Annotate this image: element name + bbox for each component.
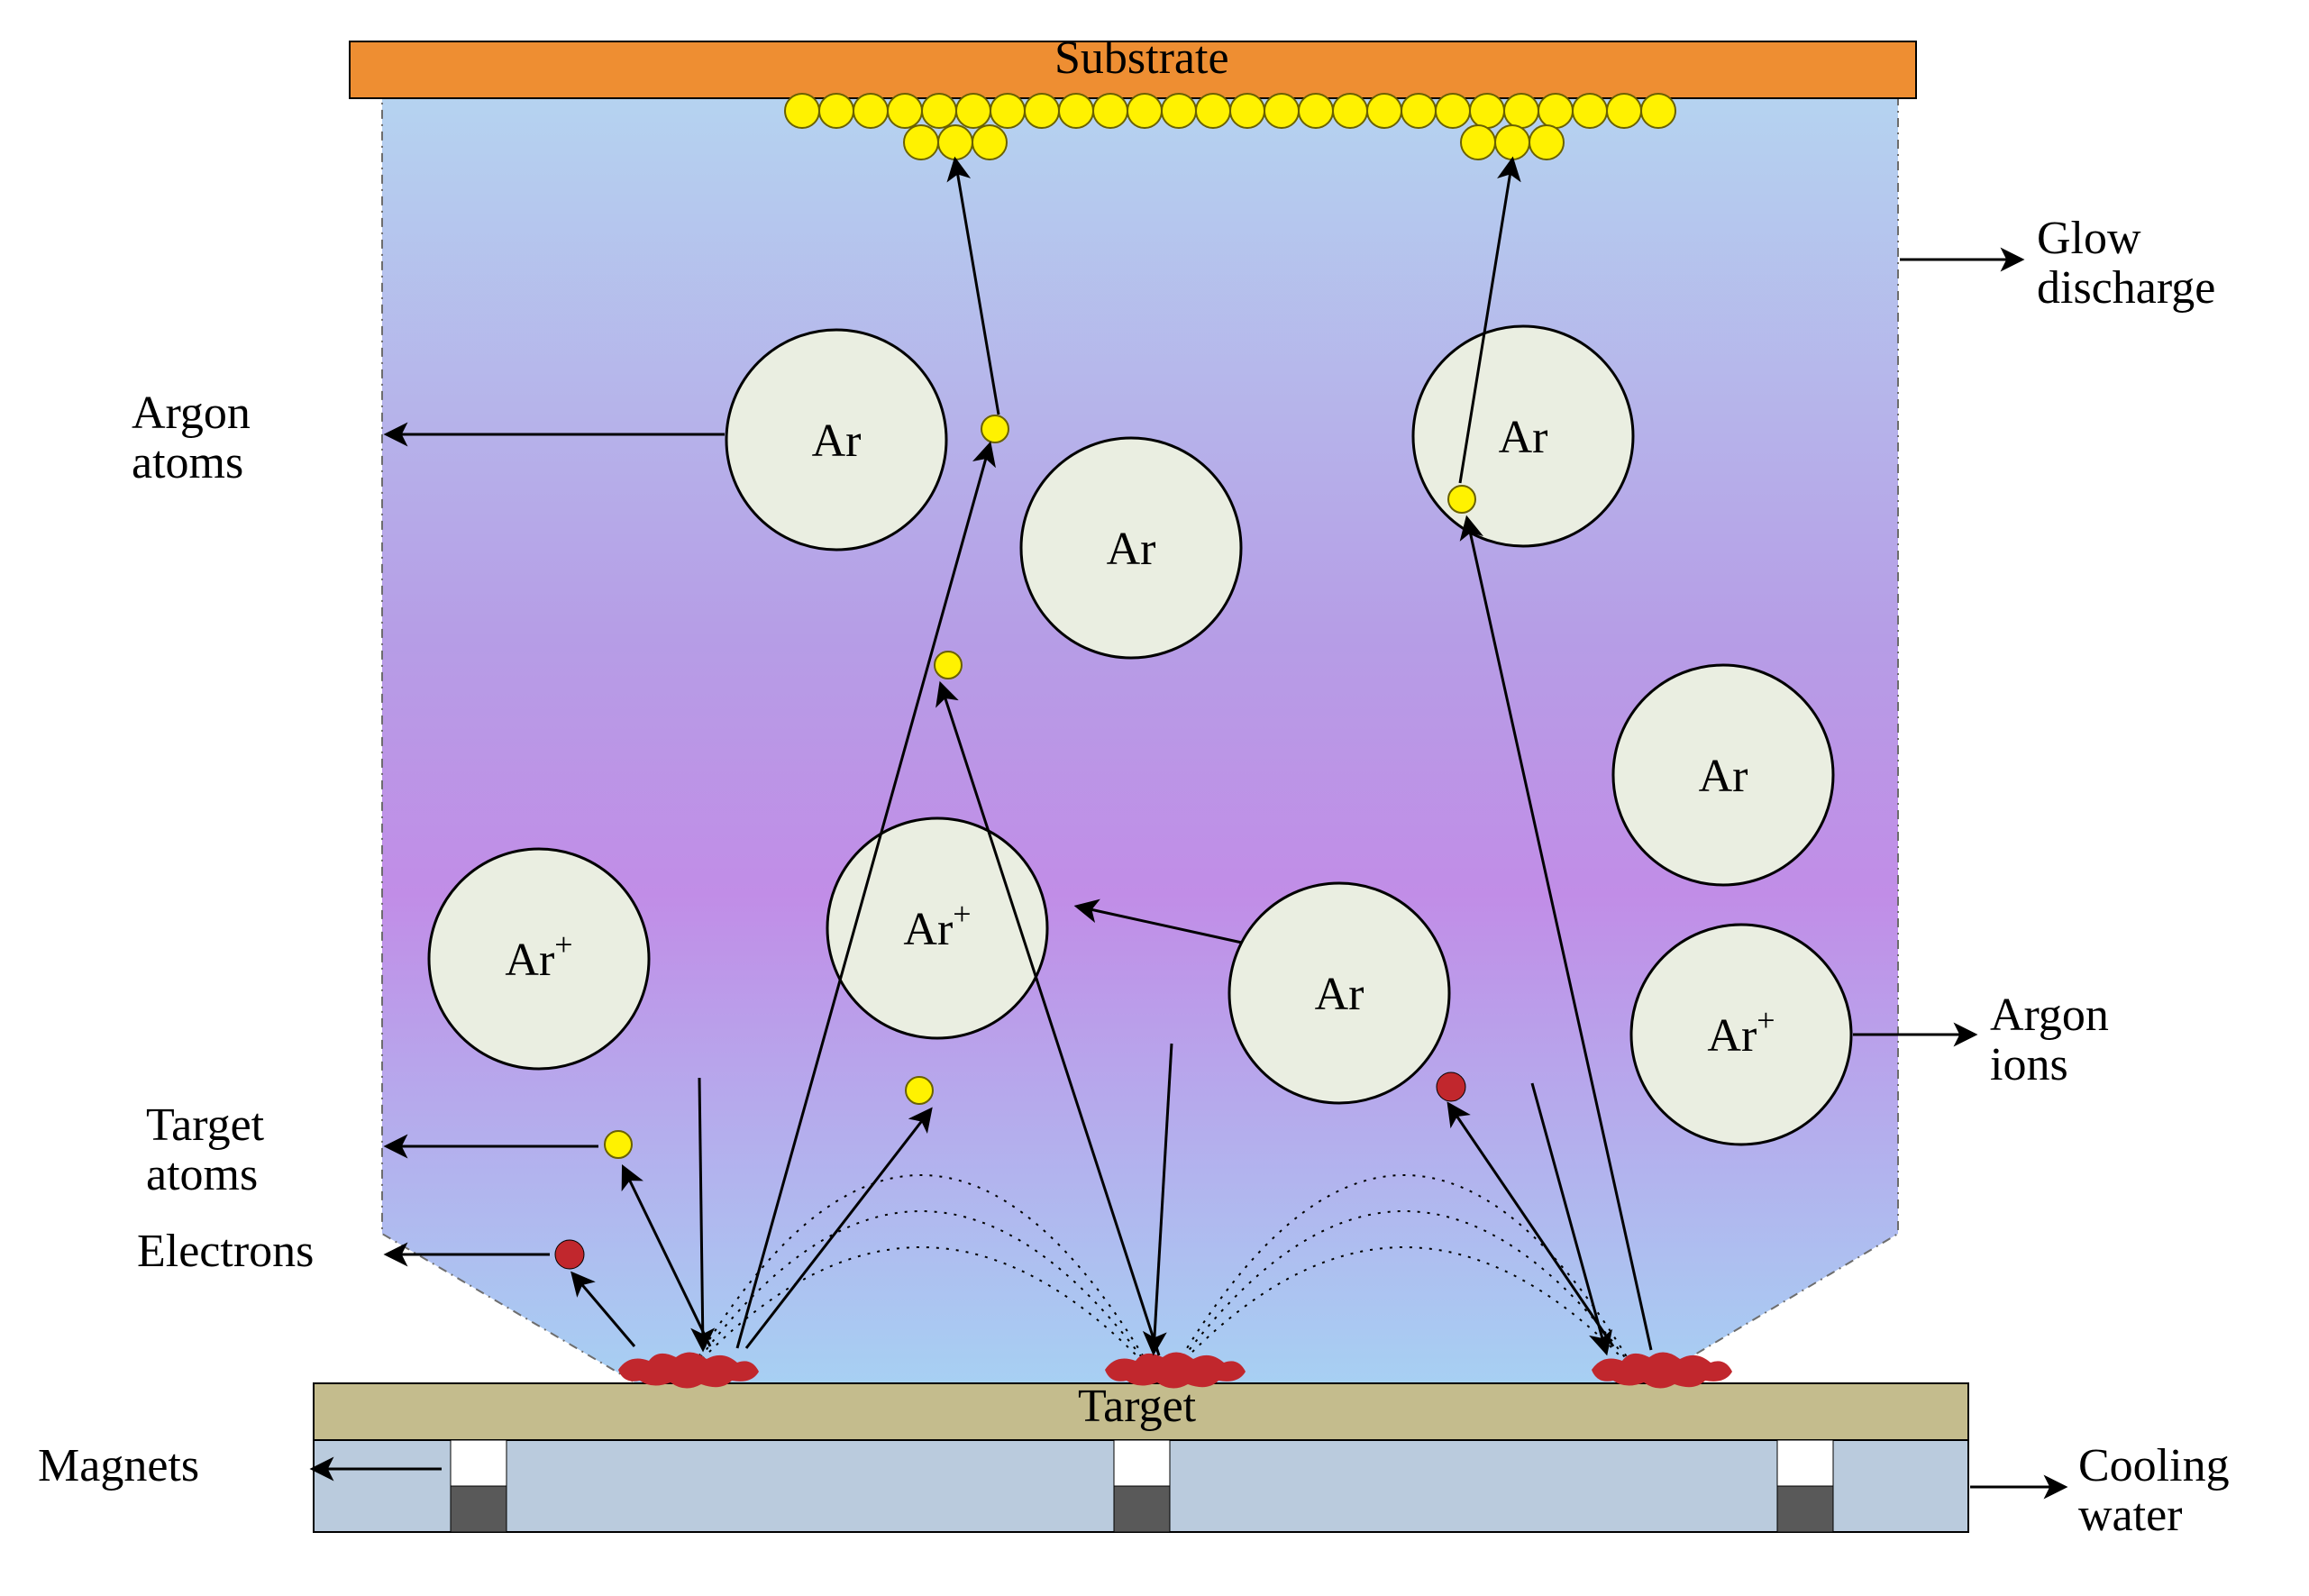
argon-atom-text: Ar <box>1499 412 1548 463</box>
deposited-atom <box>1264 94 1299 128</box>
deposited-atom <box>904 125 938 160</box>
deposited-atom <box>1299 94 1333 128</box>
deposited-atom <box>853 94 888 128</box>
deposited-atom <box>1573 94 1607 128</box>
electrons-label: Electrons <box>137 1227 314 1277</box>
argon-ions-label: Argon ions <box>1990 991 2109 1090</box>
deposited-atom <box>819 94 853 128</box>
argon-atom-text: Ar <box>812 415 862 467</box>
deposited-atom <box>785 94 819 128</box>
deposited-atom <box>1025 94 1059 128</box>
substrate-label: Substrate <box>1054 34 1229 84</box>
argon-atoms-label: Argon atoms <box>132 389 251 488</box>
deposited-atom <box>1641 94 1675 128</box>
diagram-canvas: ArArArArArAr+Ar+Ar+ <box>0 0 2309 1596</box>
sputtered-atom <box>1448 486 1475 513</box>
magnet-segment <box>1777 1486 1833 1532</box>
deposited-atom <box>922 94 956 128</box>
deposited-atom <box>1230 94 1264 128</box>
deposited-atom <box>938 125 972 160</box>
magnet-segment <box>451 1440 507 1486</box>
argon-atom-text: Ar <box>1107 524 1156 575</box>
magnets-label: Magnets <box>38 1442 199 1491</box>
glow-discharge-label: Glow discharge <box>2037 214 2215 313</box>
deposited-atom <box>1367 94 1401 128</box>
deposited-atom <box>1401 94 1436 128</box>
deposited-atom <box>1504 94 1538 128</box>
target-label: Target <box>1078 1382 1196 1432</box>
magnet-segment <box>1777 1440 1833 1486</box>
sputtered-atom <box>906 1077 933 1104</box>
magnet-segment <box>1114 1486 1170 1532</box>
deposited-atom <box>1470 94 1504 128</box>
deposited-atom <box>1162 94 1196 128</box>
sputtered-atom <box>605 1131 632 1158</box>
sputtered-atom <box>981 415 1008 442</box>
electron-particle <box>555 1240 584 1269</box>
deposited-atom <box>1196 94 1230 128</box>
deposited-atom <box>990 94 1025 128</box>
sputtered-atom <box>935 652 962 679</box>
magnet-segment <box>451 1486 507 1532</box>
electron-particle <box>1437 1072 1465 1101</box>
deposited-atom <box>888 94 922 128</box>
target-atoms-label: Target atoms <box>146 1101 264 1199</box>
deposited-atom <box>1127 94 1162 128</box>
deposited-atom <box>1333 94 1367 128</box>
deposited-atom <box>1607 94 1641 128</box>
deposited-atom <box>956 94 990 128</box>
deposited-atom <box>1538 94 1573 128</box>
cooling-water-label: Cooling water <box>2078 1442 2230 1540</box>
deposited-atom <box>1093 94 1127 128</box>
deposited-atom <box>1059 94 1093 128</box>
deposited-atom <box>1529 125 1564 160</box>
magnet-segment <box>1114 1440 1170 1486</box>
argon-atom-text: Ar <box>1699 751 1748 802</box>
deposited-atom <box>1436 94 1470 128</box>
deposited-atom <box>972 125 1007 160</box>
deposited-atom <box>1495 125 1529 160</box>
argon-atom-text: Ar <box>1315 969 1364 1020</box>
deposited-atom <box>1461 125 1495 160</box>
